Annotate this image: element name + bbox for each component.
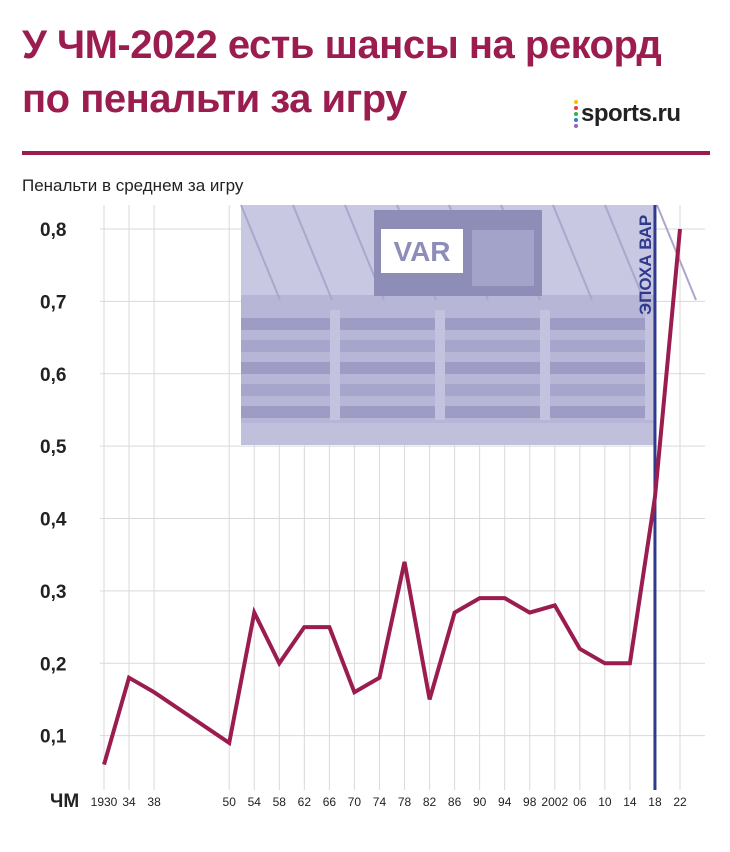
stand-aisle: [645, 310, 655, 420]
crowd-row: [241, 384, 656, 396]
y-tick-label: 0,8: [40, 220, 66, 241]
y-axis-label: Пенальти в среднем за игру: [22, 176, 244, 195]
x-tick-label: 58: [273, 795, 287, 809]
series-polyline: [102, 228, 682, 766]
var-screen-badge: [379, 227, 465, 275]
title-line-2: по пенальти за игру: [22, 77, 407, 121]
var-era-marker: ЭПОХА ВАР: [636, 205, 657, 790]
x-tick-label: 14: [623, 795, 637, 809]
logo-dot: [574, 112, 578, 116]
y-tick-label: 0,5: [40, 437, 67, 458]
x-tick-label: 50: [223, 795, 237, 809]
x-tick-label: 74: [373, 795, 387, 809]
roof-beam: [292, 204, 333, 301]
stand-front: [241, 423, 656, 445]
x-tick-label: 54: [248, 795, 262, 809]
x-tick-label: 18: [648, 795, 662, 809]
x-tick-label: 94: [498, 795, 512, 809]
logo-dot: [574, 124, 578, 128]
x-tick-label: 2002: [541, 795, 568, 809]
stadium-var-screen-photo-icon: VAR: [240, 204, 697, 445]
y-tick-label: 0,3: [40, 582, 66, 603]
y-tick-label: 0,4: [40, 510, 67, 531]
x-tick-label: 86: [448, 795, 462, 809]
y-tick-label: 0,1: [40, 727, 67, 748]
x-tick-label: 06: [573, 795, 587, 809]
crowd-row: [241, 406, 656, 418]
x-ticks: ЧМ 1930 34 38 50 54 58 62 66 70 74 78 82 86 90 94 98 2002…: [50, 791, 687, 812]
logo-dot: [574, 118, 578, 122]
var-screen-video: [472, 230, 534, 286]
x-tick-label: 70: [348, 795, 362, 809]
y-tick-label: 0,6: [40, 365, 66, 386]
x-tick-label: 10: [598, 795, 612, 809]
series-line: [102, 228, 682, 766]
crowd-row: [241, 318, 656, 330]
stand-aisle: [540, 310, 550, 420]
logo-dot: [574, 106, 578, 110]
y-tick-label: 0,7: [40, 292, 66, 313]
x-tick-label: 38: [147, 795, 161, 809]
crowd-row: [241, 340, 656, 352]
x-tick-label: 1930: [91, 795, 118, 809]
x-tick-label: 22: [673, 795, 687, 809]
y-tick-label: 0,2: [40, 654, 66, 675]
stand-aisle: [435, 310, 445, 420]
chart-title: У ЧМ-2022 есть шансы на рекорд по пеналь…: [22, 18, 712, 126]
roof-beam: [604, 204, 645, 301]
roof-beam: [240, 204, 281, 301]
roof-beam: [552, 204, 593, 301]
x-tick-label: 62: [298, 795, 312, 809]
x-tick-label: 90: [473, 795, 487, 809]
logo-dots-icon: [574, 100, 578, 128]
var-era-label: ЭПОХА ВАР: [636, 215, 655, 315]
sports-ru-logo: sports.ru: [574, 100, 681, 128]
logo-dot: [574, 100, 578, 104]
x-tick-label: 98: [523, 795, 537, 809]
y-ticks: 0,1 0,2 0,3 0,4 0,5 0,6 0,7 0,8: [40, 220, 67, 748]
var-screen-text: VAR: [393, 236, 450, 267]
x-tick-label: 82: [423, 795, 437, 809]
logo-text: sports.ru: [581, 100, 681, 127]
crowd-row: [241, 362, 656, 374]
title-rule: [22, 151, 710, 155]
x-axis-prefix: ЧМ: [50, 791, 79, 812]
x-tick-label: 66: [323, 795, 337, 809]
title-line-1: У ЧМ-2022 есть шансы на рекорд: [22, 23, 662, 67]
x-tick-label: 78: [398, 795, 412, 809]
x-tick-label: 34: [122, 795, 136, 809]
stand-aisle: [330, 310, 340, 420]
